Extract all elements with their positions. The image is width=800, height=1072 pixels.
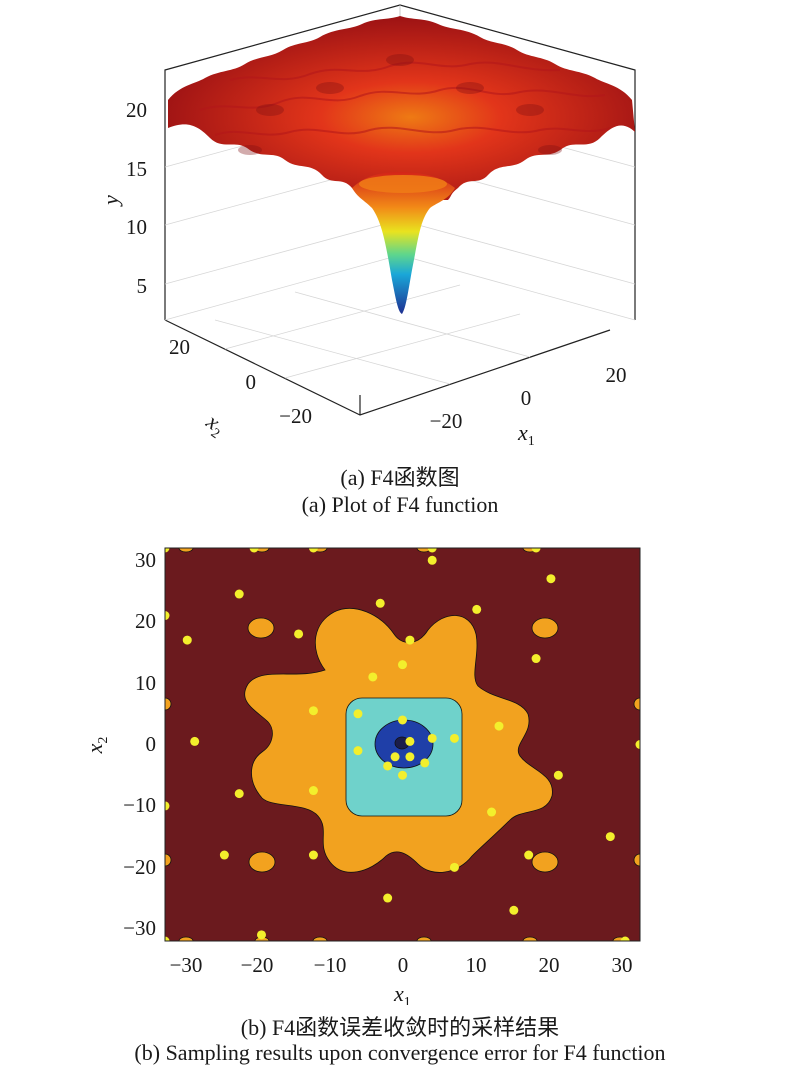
y-tick: −10 xyxy=(123,793,156,817)
sample-point xyxy=(398,715,407,725)
sample-point xyxy=(165,801,170,811)
sample-point xyxy=(449,733,459,743)
x-tick: −20 xyxy=(241,953,274,977)
sample-point xyxy=(165,548,170,553)
sample-point xyxy=(294,629,304,639)
x-tick: 20 xyxy=(539,953,560,977)
sample-point xyxy=(531,654,541,664)
sample-point xyxy=(427,548,437,553)
x2-tick: 0 xyxy=(246,370,257,394)
x-axis-label: x1 xyxy=(393,981,411,1005)
sample-point xyxy=(449,862,459,872)
y-tick: 30 xyxy=(135,548,156,572)
y-axis-label: x2 xyxy=(82,737,111,755)
caption-b-zh: (b) F4函数误差收敛时的采样结果 xyxy=(240,1015,560,1040)
sample-point xyxy=(165,611,170,621)
x-tick: 30 xyxy=(612,953,633,977)
sample-point xyxy=(308,548,318,553)
sample-point xyxy=(308,850,318,860)
sample-point xyxy=(165,936,170,941)
z-tick: 15 xyxy=(126,157,147,181)
sample-point xyxy=(494,721,504,731)
surface-top xyxy=(168,16,635,200)
sample-point xyxy=(605,832,615,842)
sample-point xyxy=(420,758,430,768)
x-tick-labels: −30 −20 −10 0 10 20 30 xyxy=(170,953,633,977)
x1-tick: −20 xyxy=(430,409,463,433)
sample-points xyxy=(165,548,640,941)
z-tick: 20 xyxy=(126,98,147,122)
y-tick: 20 xyxy=(135,609,156,633)
sample-point xyxy=(635,740,640,749)
sample-point xyxy=(256,930,266,940)
caption-a-en: (a) Plot of F4 function xyxy=(301,492,499,517)
surface-mesh xyxy=(168,16,635,314)
z-tick: 5 xyxy=(137,274,148,298)
sample-point xyxy=(375,598,385,608)
sample-point xyxy=(405,752,415,762)
x1-tick-labels: −20 0 20 xyxy=(430,363,627,433)
sample-point xyxy=(190,736,200,746)
surface-plot: 20 15 10 5 y 20 0 −20 x2 −20 0 20 x1 xyxy=(98,4,636,449)
plot-frame xyxy=(164,547,641,942)
sample-point xyxy=(390,752,400,762)
x1-tick: 20 xyxy=(606,363,627,387)
sample-point xyxy=(546,574,556,584)
sample-point xyxy=(487,807,497,817)
sample-point xyxy=(368,672,378,682)
x2-tick: 20 xyxy=(169,335,190,359)
surface-well xyxy=(352,172,455,314)
y-tick: −20 xyxy=(123,855,156,879)
sample-point xyxy=(524,850,534,860)
sample-point xyxy=(398,770,407,780)
caption-a-zh: (a) F4函数图 xyxy=(340,465,460,490)
sample-point xyxy=(308,786,318,796)
z-tick-labels: 20 15 10 5 xyxy=(126,98,147,298)
sample-point xyxy=(383,893,393,903)
sample-point xyxy=(405,736,415,746)
sample-point xyxy=(249,548,259,553)
sample-point xyxy=(531,548,541,553)
z-tick: 10 xyxy=(126,215,147,239)
sample-point xyxy=(234,589,244,599)
sample-point xyxy=(620,936,630,941)
y-tick: −30 xyxy=(123,916,156,940)
x2-tick-labels: 20 0 −20 xyxy=(169,335,312,428)
caption-b-en: (b) Sampling results upon convergence er… xyxy=(134,1040,666,1065)
sample-point xyxy=(553,770,563,780)
x2-axis-label: x2 xyxy=(199,408,230,442)
x2-tick: −20 xyxy=(279,404,312,428)
sample-point xyxy=(353,709,363,719)
sample-point xyxy=(234,789,244,799)
x1-axis-label: x1 xyxy=(517,420,535,449)
sample-point xyxy=(427,555,437,565)
sample-point xyxy=(353,746,363,756)
x-tick: 0 xyxy=(398,953,409,977)
sample-point xyxy=(182,635,192,645)
x1-tick: 0 xyxy=(521,386,532,410)
sample-point xyxy=(398,660,407,670)
sample-point xyxy=(509,905,519,915)
sample-point xyxy=(383,761,393,771)
sample-point xyxy=(472,604,482,614)
sample-point xyxy=(219,850,229,860)
sample-point xyxy=(427,733,437,743)
sample-point xyxy=(405,635,415,645)
x-tick: −30 xyxy=(170,953,203,977)
y-tick: 10 xyxy=(135,671,156,695)
sample-point xyxy=(308,706,318,716)
y-tick-labels: 30 20 10 0 −10 −20 −30 xyxy=(123,548,156,940)
x-tick: 10 xyxy=(466,953,487,977)
y-tick: 0 xyxy=(146,732,157,756)
z-axis-label: y xyxy=(98,195,123,207)
contour-plot: 30 20 10 0 −10 −20 −30 x2 −30 −20 −10 0 … xyxy=(82,547,641,1005)
x-tick: −10 xyxy=(314,953,347,977)
